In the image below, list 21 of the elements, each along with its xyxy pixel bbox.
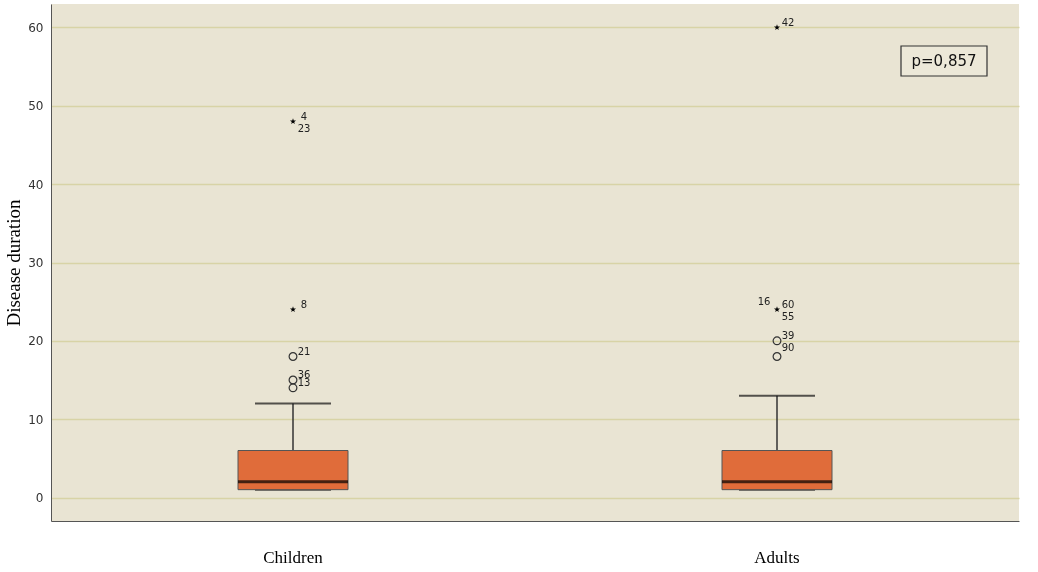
annotation: 23 [297, 122, 311, 134]
y-tick-label: 50 [28, 99, 44, 114]
annotation: 21 [297, 345, 311, 357]
y-tick-label: 20 [28, 334, 44, 349]
y-axis-title: Disease duration [3, 198, 25, 327]
annotation: 60 [781, 298, 795, 310]
annotation: p=0,857 [911, 52, 977, 70]
annotation: 8 [300, 298, 308, 310]
annotation: 16 [757, 295, 771, 307]
x-tick-label: Adults [754, 547, 800, 567]
annotation: 55 [781, 310, 795, 322]
y-tick-label: 10 [28, 412, 44, 427]
annotation: 4 [300, 110, 308, 122]
y-tick-label: 60 [28, 21, 44, 35]
y-tick-label: 0 [35, 491, 44, 505]
annotation: 39 [781, 329, 795, 341]
annotation: 42 [781, 16, 795, 28]
y-tick-label: 40 [28, 177, 44, 192]
x-tick-label: Children [263, 547, 324, 567]
annotation: 90 [781, 341, 795, 353]
y-tick-label: 30 [28, 256, 44, 270]
